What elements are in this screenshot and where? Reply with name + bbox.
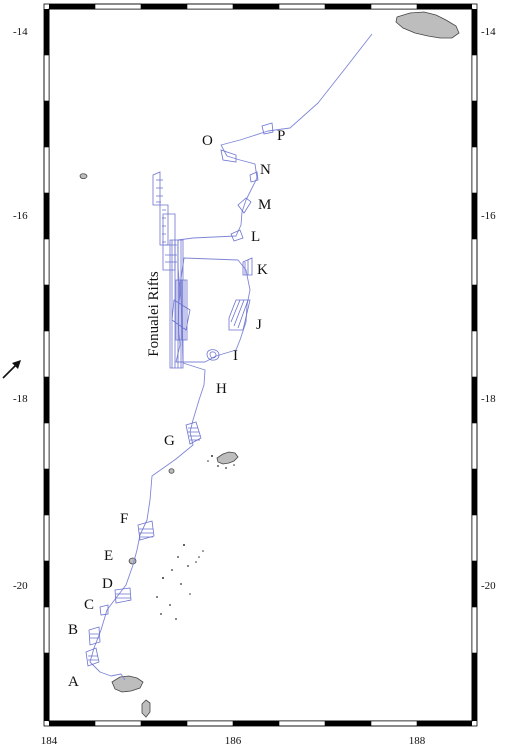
map-area — [49, 9, 472, 721]
lat-label: -14 — [13, 26, 28, 38]
site-label-j: J — [256, 317, 262, 333]
site-label-e: E — [104, 548, 113, 564]
lat-label: -20 — [481, 580, 496, 592]
lat-label: -18 — [481, 393, 496, 405]
lat-label: -20 — [13, 580, 28, 592]
site-label-m: M — [258, 197, 271, 213]
lat-label: -18 — [13, 393, 28, 405]
site-label-g: G — [164, 433, 175, 449]
pointer-arrow-icon — [2, 360, 21, 379]
lat-labels-right: -14 -16 -18 -20 — [481, 26, 496, 592]
tongatapu-island — [111, 675, 144, 693]
lat-label: -16 — [481, 210, 496, 222]
late-island — [168, 468, 175, 474]
lat-labels-left: -14 -16 -18 -20 — [13, 26, 28, 592]
lon-label: 184 — [41, 735, 58, 747]
site-label-i: I — [233, 348, 238, 364]
lon-label: 186 — [225, 735, 242, 747]
area-label-fonualei-rifts: Fonualei Rifts — [146, 271, 162, 357]
samoa-island — [395, 11, 460, 39]
land-masses — [79, 11, 460, 718]
site-label-f: F — [120, 511, 128, 527]
site-label-b: B — [68, 622, 78, 638]
lat-label: -16 — [13, 210, 28, 222]
haapai-islets — [156, 455, 235, 620]
niuafo-ou-island — [79, 173, 88, 180]
site-label-a: A — [68, 674, 79, 690]
site-label-p: P — [277, 128, 285, 144]
site-labels: A B C D E F G H I J K L M N O P — [68, 128, 285, 690]
lon-label: 188 — [409, 735, 426, 747]
site-label-d: D — [102, 576, 113, 592]
site-label-h: H — [216, 381, 227, 397]
ship-track-line — [89, 33, 373, 681]
site-label-k: K — [257, 262, 268, 278]
eua-island — [141, 699, 151, 718]
lat-label: -14 — [481, 26, 496, 38]
survey-patterns — [85, 122, 274, 667]
site-label-c: C — [84, 597, 94, 613]
map-frame — [43, 3, 478, 727]
lon-labels-bottom: 184 186 188 — [41, 735, 426, 747]
site-label-l: L — [251, 229, 260, 245]
vavau-island-group — [216, 451, 239, 465]
site-label-n: N — [260, 162, 271, 178]
site-label-o: O — [202, 133, 213, 149]
